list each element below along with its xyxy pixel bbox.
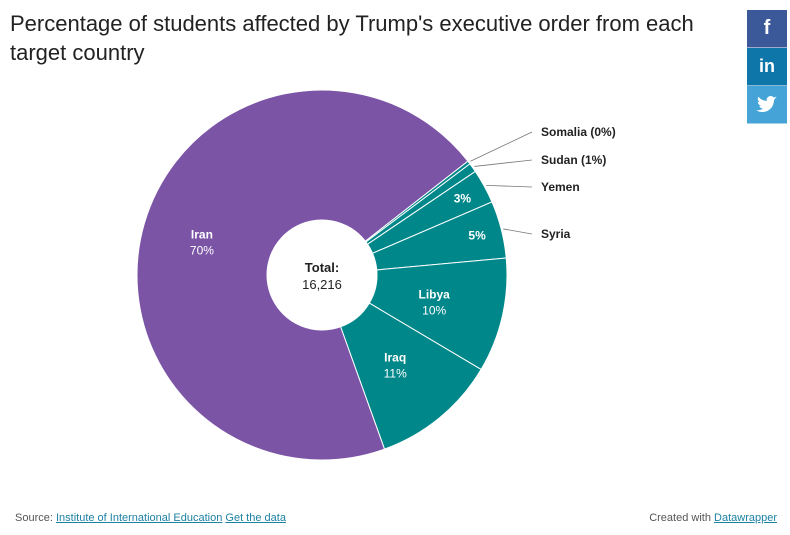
label-sudan: Sudan (1%) (541, 153, 606, 167)
leader-somalia (470, 131, 533, 162)
center-total-label: Total: (305, 260, 339, 275)
label-somalia: Somalia (0%) (541, 125, 616, 139)
label-libya-pct: 10% (422, 303, 446, 317)
leader-sudan (474, 159, 533, 167)
label-iran-pct: 70% (190, 243, 214, 257)
credit-line: Created with Datawrapper (649, 512, 777, 524)
linkedin-icon: in (759, 56, 775, 76)
slice-labels: Libya 10% Iraq 11% Iran 70% 3% 5% Somalia (0%) Su… (190, 125, 616, 381)
label-iraq: Iraq (384, 351, 406, 365)
label-yemen: Yemen (541, 180, 580, 194)
label-syria: Syria (541, 227, 571, 241)
twitter-icon (756, 95, 777, 112)
source-line: Source: Institute of International Educa… (15, 512, 286, 524)
leader-syria (503, 228, 533, 235)
label-libya: Libya (419, 287, 451, 301)
share-buttons: f in (747, 10, 787, 124)
facebook-icon: f (763, 17, 771, 39)
datawrapper-link[interactable]: Datawrapper (714, 512, 777, 524)
linkedin-share-button[interactable]: in (747, 48, 787, 86)
donut-hole (267, 220, 377, 330)
source-prefix: Source: (15, 512, 53, 524)
donut-chart: Total: 16,216 Libya 10% Iraq 11% Iran 70% 3% 5%… (136, 89, 616, 461)
leader-yemen (486, 184, 533, 188)
source-link[interactable]: Institute of International Education (55, 512, 223, 524)
get-data-link[interactable]: Get the data (225, 512, 286, 524)
label-syria-pct: 5% (468, 229, 486, 243)
twitter-share-button[interactable] (747, 86, 787, 124)
center-total-value: 16,216 (302, 277, 342, 292)
created-prefix: Created with (649, 512, 711, 524)
chart-title: Percentage of students affected by Trump… (10, 11, 694, 65)
footer: Source: Institute of International Educa… (15, 512, 777, 524)
leader-lines (470, 131, 533, 235)
label-iran: Iran (191, 227, 213, 241)
label-iraq-pct: 11% (384, 367, 407, 381)
facebook-share-button[interactable]: f (747, 10, 787, 48)
label-yemen-pct: 3% (454, 191, 472, 205)
